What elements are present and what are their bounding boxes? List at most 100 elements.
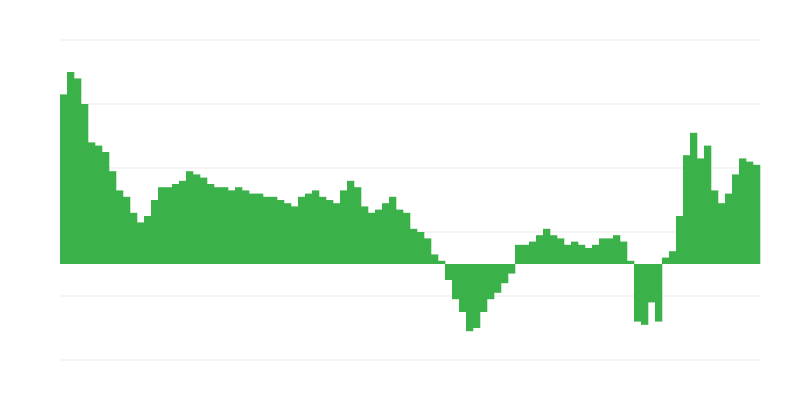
bar (459, 264, 467, 312)
bar (585, 248, 593, 264)
bar (291, 206, 299, 264)
bar (564, 244, 572, 264)
bar (641, 264, 649, 325)
bar (158, 187, 166, 264)
bar (480, 264, 488, 312)
bar (704, 145, 712, 264)
bar (683, 155, 691, 264)
bar (207, 184, 215, 264)
bar (67, 72, 75, 264)
bar (522, 244, 530, 264)
bar (221, 187, 229, 264)
bar (431, 254, 439, 264)
bar (424, 238, 432, 264)
bar (445, 264, 453, 280)
bar (249, 193, 257, 264)
bar (312, 190, 320, 264)
bar (753, 164, 761, 264)
bar (284, 203, 292, 264)
bar (494, 264, 502, 293)
bar (347, 180, 355, 264)
bar (123, 196, 131, 264)
bar (137, 222, 145, 264)
bar (571, 241, 579, 264)
bar (599, 238, 607, 264)
bar (627, 260, 635, 264)
bar (333, 203, 341, 264)
bar (130, 212, 138, 264)
bar (179, 180, 187, 264)
bar (655, 264, 663, 322)
bar (487, 264, 495, 300)
bar (613, 235, 621, 264)
bar (452, 264, 460, 300)
bar (410, 228, 418, 264)
bar (417, 232, 425, 264)
bar (697, 158, 705, 264)
bar (592, 244, 600, 264)
bar (186, 171, 194, 264)
bar (263, 196, 271, 264)
bar (88, 142, 96, 264)
bar (305, 193, 313, 264)
bar (718, 203, 726, 264)
bar (242, 190, 250, 264)
bar (501, 264, 509, 284)
bar (354, 187, 362, 264)
bar (466, 264, 474, 332)
bar (669, 251, 677, 264)
bar (116, 190, 124, 264)
bar (228, 190, 236, 264)
bar (81, 104, 89, 264)
bar (634, 264, 642, 322)
bar (620, 241, 628, 264)
bar (298, 196, 306, 264)
bar (515, 244, 523, 264)
bar (473, 264, 481, 328)
bar (172, 184, 180, 264)
bar (95, 145, 103, 264)
bar (676, 216, 684, 264)
bar (200, 177, 208, 264)
bar (109, 171, 117, 264)
bar (235, 187, 243, 264)
bar (550, 235, 558, 264)
bar (340, 190, 348, 264)
bar (396, 209, 404, 264)
bar (368, 212, 376, 264)
bar (648, 264, 656, 303)
bar (361, 206, 369, 264)
bar (193, 174, 201, 264)
bar (578, 244, 586, 264)
bar (60, 94, 68, 265)
bar (536, 235, 544, 264)
bar (438, 260, 446, 264)
bar (102, 152, 110, 264)
bar (382, 203, 390, 264)
bar (277, 200, 285, 264)
bar (256, 193, 264, 264)
bar (732, 174, 740, 264)
bar (746, 161, 754, 264)
bar (326, 200, 334, 264)
bar (529, 241, 537, 264)
bar (662, 257, 670, 264)
bar (403, 212, 411, 264)
bar (319, 196, 327, 264)
bar (151, 200, 159, 264)
bar (739, 158, 747, 264)
bar (690, 132, 698, 264)
bar (606, 238, 614, 264)
bar (270, 196, 278, 264)
bar (711, 190, 719, 264)
bar (214, 187, 222, 264)
bar (165, 187, 173, 264)
bar (389, 196, 397, 264)
bar (543, 228, 551, 264)
bar (144, 216, 152, 264)
bar (74, 78, 82, 265)
bar (557, 238, 565, 264)
bar (508, 264, 516, 274)
bar (375, 209, 383, 264)
